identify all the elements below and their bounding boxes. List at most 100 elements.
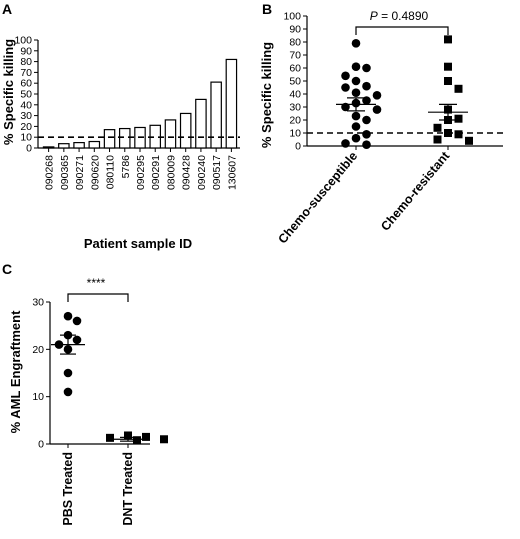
panel-a-ytick-label: 90 <box>20 45 32 57</box>
panel-b-point <box>444 62 452 71</box>
panel-a-ytick-label: 30 <box>20 110 32 122</box>
panel-a-ytick-label: 60 <box>20 78 32 90</box>
panel-b-point <box>372 105 382 114</box>
panel-a-ytick-label: 100 <box>14 35 32 47</box>
panel-c-ytick-label: 20 <box>32 344 44 356</box>
panel-b-point <box>351 111 361 121</box>
panel-a-ytick-label: 80 <box>20 56 32 68</box>
panel-b-point <box>362 130 371 139</box>
panel-b-ytick-label: 70 <box>289 50 301 62</box>
panel-b-letter: B <box>262 1 272 17</box>
panel-c-point <box>72 335 82 345</box>
panel-b-category-label: Chemo-resistant <box>378 148 453 233</box>
panel-a-xtick-label: 090271 <box>74 155 86 190</box>
panel-a-ytick-label: 70 <box>20 67 32 79</box>
panel-b-point <box>444 129 452 137</box>
panel-b-ytick-label: 30 <box>289 102 301 114</box>
panel-b-ytick-label: 0 <box>295 141 301 153</box>
panel-b-point <box>341 71 350 81</box>
panel-c-point <box>72 316 82 326</box>
panel-b-dot-plot: % Specific killing P = 0.4890 0102030405… <box>259 9 503 246</box>
panel-a-xtick-label: 080009 <box>165 155 177 190</box>
panel-a-ytick-label: 50 <box>20 89 32 101</box>
panel-a-bar <box>210 81 222 149</box>
panel-b-point <box>362 81 371 91</box>
panel-c-point <box>160 435 168 444</box>
panel-b-ytick-label: 100 <box>283 11 301 23</box>
panel-a-bar <box>225 58 238 149</box>
panel-a-bar <box>103 129 116 149</box>
panel-a-bar <box>179 112 192 149</box>
panel-b-ytick-label: 10 <box>289 128 301 140</box>
panel-a-xtick-label: 090268 <box>44 155 56 190</box>
panel-c-point <box>63 311 73 321</box>
panel-a-xtick-label: 130607 <box>226 155 238 190</box>
panel-c-ytick-label: 10 <box>32 391 44 403</box>
panel-c-ytick-label: 30 <box>32 297 44 309</box>
panel-b-category-label: Chemo-susceptible <box>275 149 360 246</box>
panel-a-xtick-label: 090291 <box>150 155 162 190</box>
panel-b-point <box>465 136 473 145</box>
panel-a-bar <box>58 143 70 149</box>
panel-b-point <box>372 91 382 100</box>
panel-c-ytick-label: 0 <box>38 439 44 451</box>
panel-b-point <box>351 76 361 86</box>
panel-a-bar-chart: % Specific killing Patient sample ID 010… <box>1 35 240 251</box>
panel-b-ytick-label: 20 <box>289 115 301 127</box>
panel-b-point <box>351 133 361 143</box>
panel-c-category-label: DNT Treated <box>121 452 135 526</box>
panel-c-ylabel: % AML Engraftment <box>8 310 23 433</box>
panel-b-ytick-label: 90 <box>289 24 301 36</box>
panel-b-ylabel: % Specific killing <box>259 42 274 148</box>
panel-b-point <box>351 39 361 48</box>
panel-b-point <box>341 139 350 148</box>
panel-b-ytick-label: 50 <box>289 76 301 88</box>
panel-b-point <box>444 35 452 44</box>
panel-c-letter: C <box>2 261 12 277</box>
panel-b-ytick-label: 40 <box>289 89 301 101</box>
panel-b-point <box>362 115 371 125</box>
panel-a-xtick-label: 5786 <box>120 155 132 179</box>
panel-a-xtick-label: 090620 <box>89 155 101 190</box>
panel-b-p-value: P = 0.4890 <box>370 9 429 23</box>
panel-a-xtick-label: 080110 <box>105 155 117 189</box>
panel-c-point <box>142 432 150 441</box>
panel-b-point <box>433 135 442 144</box>
panel-b-point <box>351 88 361 97</box>
panel-a-ytick-label: 10 <box>20 132 32 144</box>
panel-b-point <box>444 77 452 85</box>
panel-a-xtick-label: 090240 <box>196 155 208 190</box>
panel-a-bar <box>118 127 131 149</box>
panel-b-point <box>362 140 371 149</box>
panel-c-category-label: PBS Treated <box>61 452 75 526</box>
panel-a-xtick-label: 090365 <box>59 155 71 190</box>
panel-a-xtick-label: 090295 <box>135 155 147 190</box>
panel-a-bar <box>73 142 85 149</box>
panel-b-point <box>454 114 463 123</box>
panel-b-point <box>351 62 361 71</box>
panel-c-significance: **** <box>87 276 106 290</box>
panel-b-ytick-label: 60 <box>289 63 301 75</box>
panel-b-point <box>341 83 350 92</box>
panel-c-point <box>63 387 73 397</box>
panel-a-bar <box>164 119 177 149</box>
panel-c-bracket <box>67 293 129 302</box>
panel-a-bar <box>195 98 207 149</box>
panel-c-point <box>63 368 73 378</box>
panel-c-point <box>106 433 114 442</box>
panel-c-point <box>124 431 132 440</box>
panel-a-letter: A <box>2 1 12 17</box>
panel-a-ytick-label: 40 <box>20 99 32 111</box>
panel-a-ylabel: % Specific killing <box>1 39 16 145</box>
panel-b-point <box>351 122 361 131</box>
panel-a-xtick-label: 090428 <box>181 155 193 190</box>
panel-c-dot-plot: % AML Engraftment **** 0 10 20 30 PBS Treate… <box>8 276 168 526</box>
panel-b-ytick-label: 80 <box>289 37 301 49</box>
panel-a-ytick-label: 0 <box>26 143 32 155</box>
panel-b-point <box>433 123 442 132</box>
panel-a-bar <box>42 146 55 149</box>
panel-c-point <box>133 436 141 445</box>
panel-b-bracket <box>355 26 449 35</box>
panel-a-bar <box>88 140 101 149</box>
